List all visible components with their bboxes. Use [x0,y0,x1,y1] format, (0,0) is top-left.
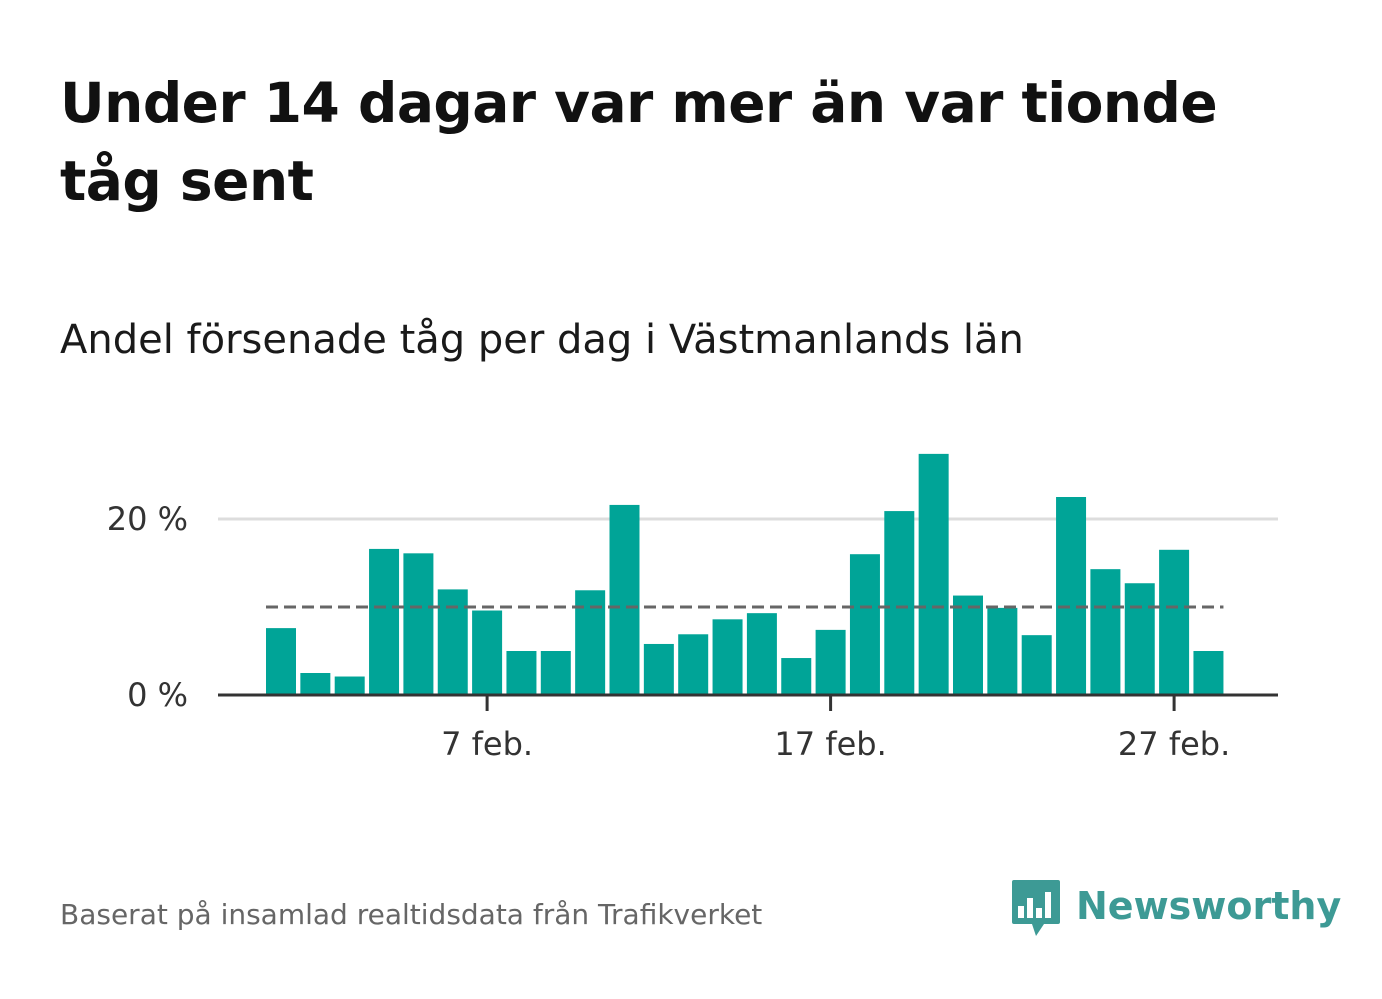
bar [643,643,674,695]
bar [987,607,1018,695]
bar [1090,569,1121,695]
bar [781,658,812,695]
source-note: Baserat på insamlad realtidsdata från Tr… [60,898,763,931]
bar [678,634,709,695]
bar [1124,583,1155,695]
logo-text: Newsworthy [1076,884,1342,928]
bar [884,511,915,695]
bar [1056,497,1087,695]
bar-layer [266,453,1224,695]
bar [815,629,846,695]
bar [1159,549,1190,695]
bar [300,673,331,695]
bar [334,676,365,695]
bar [953,595,983,695]
chart-subtitle: Andel försenade tåg per dag i Västmanlan… [60,317,1024,363]
y-tick-label: 0 % [127,676,188,714]
bar [1193,651,1224,695]
y-tick-labels: 0 % 20 % [107,500,188,714]
chart-title: Under 14 dagar var mer än var tionde tåg… [60,71,1218,213]
x-tick-label: 27 feb. [1118,725,1230,763]
bar [266,628,296,695]
y-tick-label: 20 % [107,500,188,538]
bar [849,554,880,695]
newsworthy-chart-bubble-icon [1012,880,1060,936]
bar [712,619,743,695]
bar [540,651,571,695]
bar [746,613,777,695]
bar [472,610,503,695]
bar [403,553,434,695]
bar [369,548,400,695]
bar [437,589,468,695]
bar [609,504,640,695]
bar [506,651,537,695]
x-tick-labels: 7 feb. 17 feb. 27 feb. [441,695,1230,763]
bar-chart: 0 % 20 % 7 feb. 17 feb. 27 feb. [107,453,1278,763]
x-tick-label: 17 feb. [774,725,886,763]
newsworthy-logo: Newsworthy [1010,878,1341,940]
bar [918,453,949,695]
x-tick-label: 7 feb. [441,725,533,763]
bar [1021,635,1052,695]
